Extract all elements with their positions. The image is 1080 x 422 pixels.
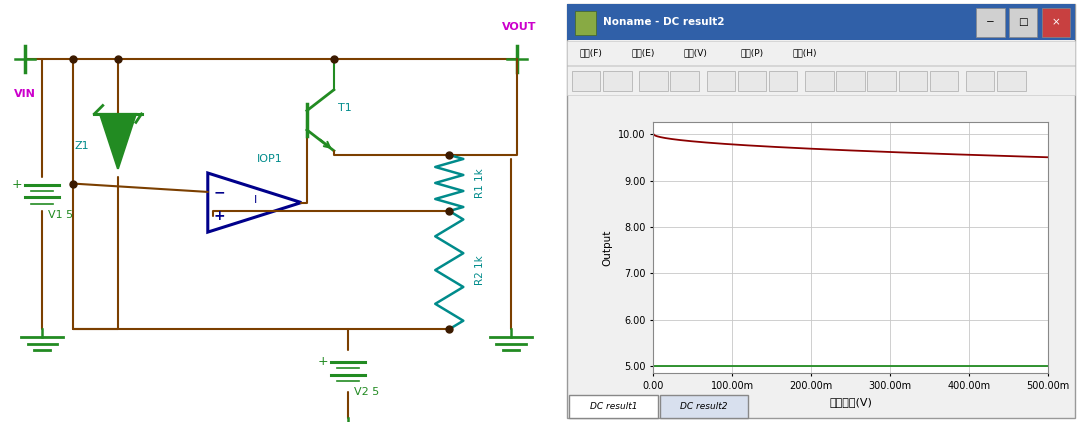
Y-axis label: Output: Output	[603, 230, 612, 266]
FancyBboxPatch shape	[867, 71, 896, 91]
Text: DC result1: DC result1	[590, 402, 637, 411]
Text: +: +	[12, 178, 23, 191]
FancyBboxPatch shape	[569, 395, 658, 418]
Text: VIN: VIN	[14, 89, 37, 99]
Text: +: +	[318, 355, 328, 368]
Text: IOP1: IOP1	[257, 154, 283, 164]
Text: □: □	[1018, 17, 1028, 27]
Text: R1 1k: R1 1k	[474, 168, 485, 198]
Text: 編輯(E): 編輯(E)	[632, 49, 654, 58]
FancyBboxPatch shape	[899, 71, 927, 91]
Text: V1 5: V1 5	[48, 210, 72, 220]
FancyBboxPatch shape	[966, 71, 995, 91]
Text: −: −	[986, 17, 995, 27]
FancyBboxPatch shape	[671, 71, 699, 91]
Text: ×: ×	[1051, 17, 1059, 27]
Text: T1: T1	[338, 103, 352, 113]
Text: Z1: Z1	[75, 141, 89, 151]
X-axis label: 輸入電壓(V): 輸入電壓(V)	[829, 397, 872, 407]
Text: 處理(P): 處理(P)	[741, 49, 764, 58]
FancyBboxPatch shape	[567, 41, 1075, 65]
Text: Noname - DC result2: Noname - DC result2	[603, 16, 725, 27]
Text: 幫助(H): 幫助(H)	[793, 49, 816, 58]
Text: VOUT: VOUT	[502, 22, 537, 32]
Text: DC result2: DC result2	[680, 402, 728, 411]
FancyBboxPatch shape	[603, 71, 632, 91]
FancyBboxPatch shape	[930, 71, 958, 91]
FancyBboxPatch shape	[567, 4, 1075, 418]
Text: V2 5: V2 5	[354, 387, 379, 397]
FancyBboxPatch shape	[769, 71, 797, 91]
FancyBboxPatch shape	[806, 71, 834, 91]
Text: −: −	[214, 185, 225, 199]
Text: R2 1k: R2 1k	[474, 255, 485, 285]
FancyBboxPatch shape	[567, 66, 1075, 95]
FancyBboxPatch shape	[706, 71, 735, 91]
FancyBboxPatch shape	[738, 71, 767, 91]
FancyBboxPatch shape	[660, 395, 748, 418]
FancyBboxPatch shape	[976, 8, 1004, 37]
Text: 文件(F): 文件(F)	[580, 49, 603, 58]
Polygon shape	[100, 114, 136, 169]
Text: 視圖(V): 視圖(V)	[684, 49, 707, 58]
FancyBboxPatch shape	[836, 71, 865, 91]
Text: I: I	[254, 195, 257, 206]
FancyBboxPatch shape	[572, 71, 600, 91]
FancyBboxPatch shape	[1041, 8, 1070, 37]
FancyBboxPatch shape	[997, 71, 1026, 91]
FancyBboxPatch shape	[639, 71, 667, 91]
Text: +: +	[214, 208, 225, 222]
FancyBboxPatch shape	[1009, 8, 1038, 37]
FancyBboxPatch shape	[575, 11, 596, 35]
FancyBboxPatch shape	[567, 4, 1075, 40]
